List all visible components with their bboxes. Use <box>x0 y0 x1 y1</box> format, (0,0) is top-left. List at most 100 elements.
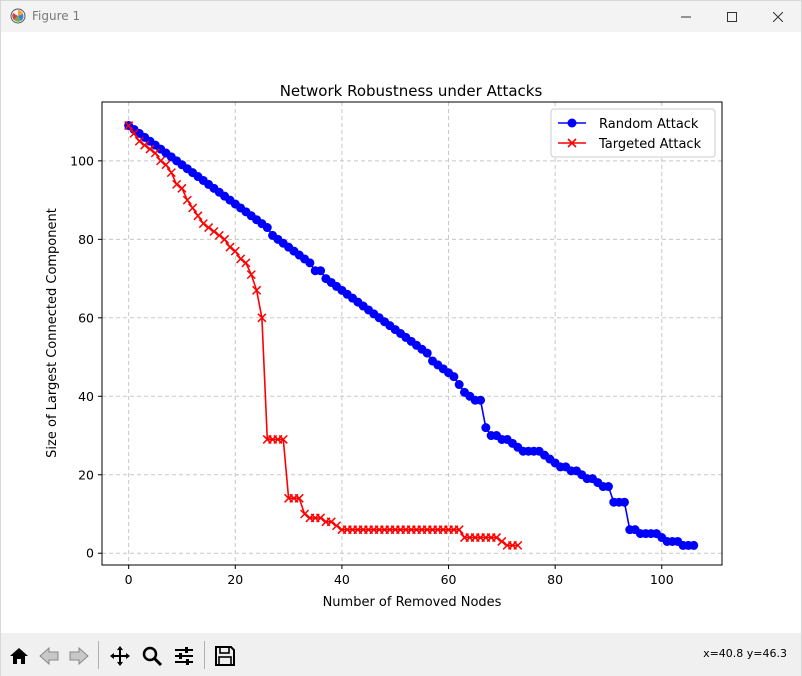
back-button[interactable] <box>36 643 62 669</box>
chart[interactable]: Network Robustness under Attacks 0 20 40 60… <box>1 32 801 633</box>
x-axis-label: Number of Removed Nodes <box>323 595 502 610</box>
cursor-coordinates: x=40.8 y=46.3 <box>703 647 787 660</box>
data-point <box>161 160 171 170</box>
legend-label-random: Random Attack <box>599 117 699 132</box>
home-button[interactable] <box>6 643 32 669</box>
x-tick-label: 0 <box>125 572 133 587</box>
data-point <box>689 540 699 550</box>
home-icon <box>10 648 28 664</box>
save-icon <box>215 646 235 666</box>
data-point <box>241 258 251 268</box>
configure-subplots-icon <box>175 647 193 665</box>
y-tick-label: 40 <box>78 389 94 404</box>
back-icon <box>39 646 59 666</box>
legend-entry-random: Random Attack <box>558 117 699 132</box>
data-point <box>172 179 182 189</box>
x-tick-label: 40 <box>334 572 350 587</box>
series-layer <box>124 121 699 550</box>
toolbar-separator <box>98 641 99 669</box>
data-point <box>134 136 144 146</box>
data-point <box>220 234 230 244</box>
toolbar-separator <box>204 641 205 669</box>
zoom-icon <box>142 646 163 667</box>
close-icon <box>773 11 783 22</box>
data-point <box>246 270 256 280</box>
y-tick-label: 0 <box>86 546 94 561</box>
save-button[interactable] <box>212 643 238 669</box>
matplotlib-app-icon <box>10 8 26 24</box>
data-point <box>278 434 288 444</box>
data-point <box>476 395 486 405</box>
data-point <box>145 144 155 154</box>
x-tick-label: 60 <box>441 572 457 587</box>
maximize-icon <box>727 11 737 22</box>
window-title: Figure 1 <box>32 9 81 23</box>
data-point <box>454 380 464 390</box>
data-point <box>326 517 336 527</box>
title-bar[interactable]: Figure 1 <box>1 1 801 32</box>
data-point <box>182 195 192 205</box>
legend: Random Attack Targeted Attack <box>550 108 716 158</box>
y-tick-label: 100 <box>70 153 94 168</box>
minimize-icon <box>681 16 691 17</box>
data-point <box>257 313 267 323</box>
navigation-toolbar: x=40.8 y=46.3 <box>1 633 801 676</box>
data-point <box>305 258 315 268</box>
data-point <box>300 509 310 519</box>
forward-button[interactable] <box>66 643 92 669</box>
series-line-targeted-attack <box>128 125 518 547</box>
data-point <box>124 121 134 131</box>
data-point <box>198 219 208 229</box>
data-point <box>129 128 139 138</box>
data-point <box>177 183 187 193</box>
y-axis-label: Size of Largest Connected Component <box>45 208 60 458</box>
data-point <box>619 497 629 507</box>
data-point <box>236 254 246 264</box>
data-point <box>230 246 240 256</box>
pan-button[interactable] <box>107 643 133 669</box>
data-point <box>166 168 176 178</box>
data-point <box>150 148 160 158</box>
data-point <box>513 540 523 550</box>
series-random-attack <box>124 121 699 550</box>
legend-entry-targeted: Targeted Attack <box>558 137 702 152</box>
axes-frame <box>101 101 723 566</box>
forward-icon <box>69 646 89 666</box>
figure-canvas[interactable]: Network Robustness under Attacks 0 20 40 60… <box>1 32 801 633</box>
legend-label-targeted: Targeted Attack <box>598 137 702 152</box>
data-point <box>332 521 342 531</box>
data-point <box>454 525 464 535</box>
configure-subplots-button[interactable] <box>171 643 197 669</box>
maximize-button[interactable] <box>709 1 755 32</box>
data-point <box>449 372 459 382</box>
pan-icon <box>110 646 130 666</box>
x-tick-label: 100 <box>650 572 674 587</box>
series-targeted-attack <box>124 121 523 550</box>
chart-title: Network Robustness under Attacks <box>280 82 543 100</box>
y-tick-label: 80 <box>78 232 94 247</box>
x-tick-label: 20 <box>227 572 243 587</box>
y-tick-label: 60 <box>78 310 94 325</box>
data-point <box>294 493 304 503</box>
data-point <box>491 533 502 543</box>
data-point <box>140 140 150 150</box>
axis-ticks: 0 20 40 60 80 100 0 20 40 60 80 100 <box>70 153 674 587</box>
close-button[interactable] <box>755 1 801 32</box>
y-tick-label: 20 <box>78 467 94 482</box>
data-point <box>262 223 272 233</box>
data-point <box>422 348 432 358</box>
data-point <box>252 285 262 295</box>
data-point <box>497 536 507 546</box>
data-point <box>481 423 491 433</box>
grid <box>102 102 722 565</box>
minimize-button[interactable] <box>663 1 709 32</box>
legend-box <box>550 108 716 158</box>
data-point <box>193 211 203 221</box>
data-point <box>214 230 224 240</box>
data-point <box>209 226 219 237</box>
zoom-button[interactable] <box>139 643 165 669</box>
x-tick-label: 80 <box>547 572 563 587</box>
data-point <box>156 156 166 166</box>
data-point <box>316 266 326 276</box>
